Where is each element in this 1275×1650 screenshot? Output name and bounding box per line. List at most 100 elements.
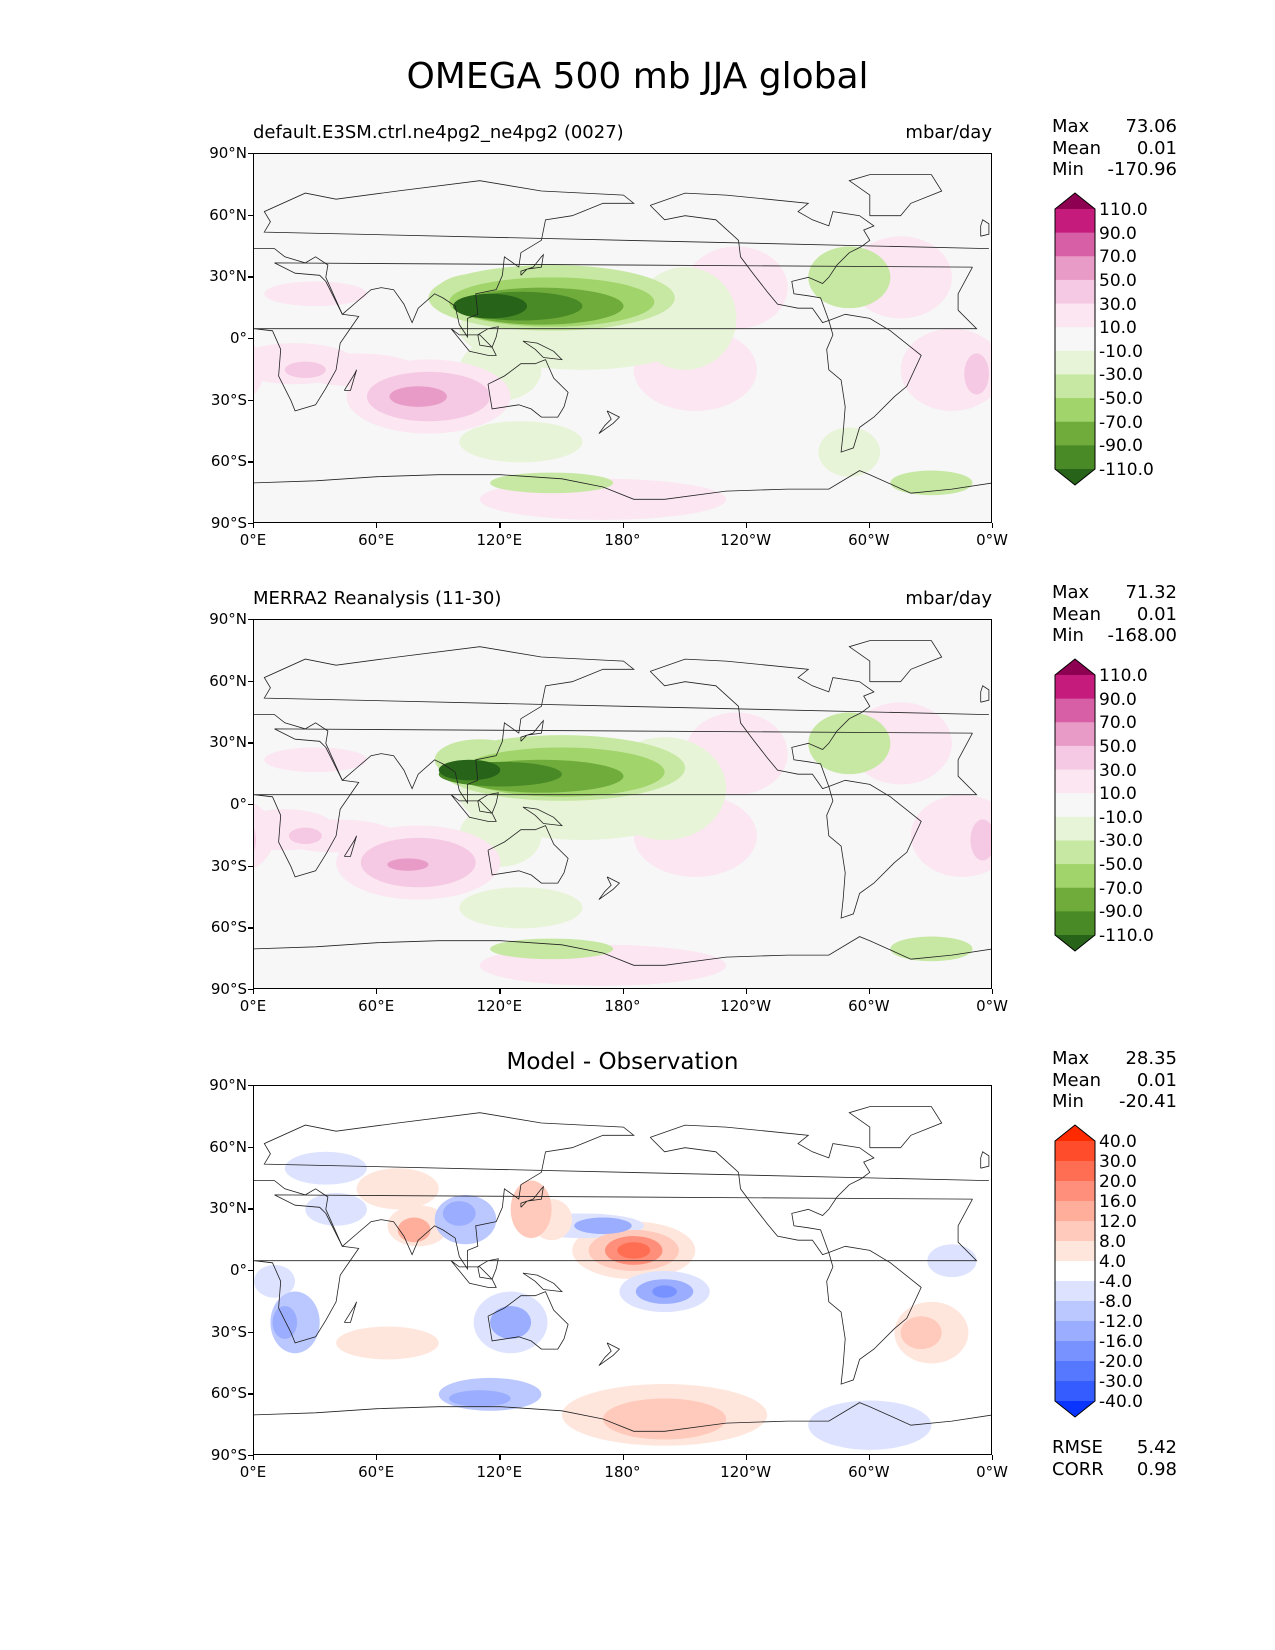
field-contour	[572, 1086, 737, 1128]
lat-tick-label: 30°S	[210, 1322, 247, 1341]
colorbar-extend-max	[1055, 1125, 1095, 1141]
lon-tick-label: 120°E	[476, 1463, 523, 1481]
colorbar-tick-label: -50.0	[1099, 389, 1143, 410]
coastline	[980, 1151, 990, 1169]
lat-tick-mark	[248, 1208, 253, 1210]
lon-tick-label: 60°E	[358, 1463, 395, 1481]
lon-tick-mark	[499, 523, 501, 528]
lat-tick-label: 30°S	[210, 390, 247, 409]
stat-key: Min	[1052, 1091, 1084, 1112]
field-contour	[442, 1201, 476, 1226]
coastline	[826, 313, 922, 453]
colorbar-tick-label: 16.0	[1099, 1192, 1137, 1212]
colorbar-tick-label: -8.0	[1099, 1292, 1133, 1312]
colorbar-band	[1055, 1381, 1095, 1402]
stat-value: 5.42	[1136, 1437, 1177, 1458]
colorbar-band	[1055, 1201, 1095, 1222]
map-canvas	[254, 1086, 991, 1454]
colorbar-tick-label: 70.0	[1099, 713, 1137, 734]
field-contour	[264, 281, 367, 307]
stat-key: Mean	[1052, 1069, 1102, 1091]
coastline	[598, 1342, 621, 1366]
coastline	[254, 936, 991, 966]
lon-tick-mark	[745, 523, 747, 528]
coastline	[477, 792, 499, 814]
colorbar-extend-max	[1055, 193, 1095, 209]
coastline	[477, 326, 499, 348]
coastline	[343, 835, 357, 857]
lat-tick-mark	[248, 927, 253, 929]
coastline	[254, 646, 989, 805]
coastline	[848, 174, 943, 217]
coastline	[520, 253, 545, 276]
stat-row: Mean 0.01	[1052, 604, 1177, 626]
colorbar-band	[1055, 1241, 1095, 1262]
lon-tick-label: 0°W	[976, 997, 1008, 1015]
lon-tick-label: 60°W	[848, 1463, 890, 1481]
colorbar-extend-min	[1055, 935, 1095, 951]
lon-tick-label: 60°W	[848, 997, 890, 1015]
colorbar	[1054, 1124, 1096, 1418]
colorbar-tick-label: 30.0	[1099, 294, 1137, 315]
panel-units-label: mbar/day	[905, 588, 992, 609]
lon-tick-label: 180°	[604, 531, 641, 549]
field-contour	[910, 794, 991, 877]
lon-tick-label: 60°W	[848, 531, 890, 549]
lat-tick-mark	[248, 865, 253, 867]
lon-tick-mark	[622, 1455, 624, 1460]
colorbar-band	[1055, 1341, 1095, 1362]
colorbar-band	[1055, 374, 1095, 399]
field-contour	[617, 1242, 651, 1259]
error-stats-block: RMSE 5.42 CORR 0.98	[1052, 1437, 1177, 1480]
colorbar-tick-label: 90.0	[1099, 689, 1137, 710]
field-contour	[970, 819, 991, 861]
stat-key: Max	[1052, 116, 1090, 137]
lat-tick-mark	[248, 989, 253, 991]
lon-tick-label: 120°W	[720, 997, 772, 1015]
panel-center-title: Model - Observation	[506, 1049, 739, 1075]
field-contour	[964, 353, 989, 395]
lon-tick-mark	[253, 1455, 255, 1460]
colorbar-tick-label: 50.0	[1099, 270, 1137, 291]
stat-row: CORR 0.98	[1052, 1459, 1177, 1481]
coastline	[343, 369, 357, 391]
lon-tick-mark	[253, 989, 255, 994]
colorbar-tick-label: 90.0	[1099, 223, 1137, 244]
lat-tick-label: 0°	[229, 1261, 247, 1279]
lat-tick-label: 60°S	[210, 452, 247, 471]
lon-tick-label: 60°E	[358, 531, 395, 549]
lat-tick-label: 90°N	[209, 610, 247, 628]
field-contour	[254, 828, 257, 852]
lat-tick-label: 60°S	[210, 1384, 247, 1403]
lon-tick-mark	[868, 989, 871, 994]
field-contour	[305, 1192, 367, 1226]
lon-tick-mark	[499, 989, 501, 994]
lat-tick-mark	[248, 1146, 253, 1148]
colorbar-tick-label: -20.0	[1099, 1352, 1143, 1372]
colorbar-band	[1055, 1321, 1095, 1342]
lon-tick-label: 0°E	[239, 997, 267, 1015]
field-contour	[272, 1305, 298, 1339]
map-panel-obs	[253, 619, 992, 989]
lon-tick-label: 120°W	[720, 531, 772, 549]
lon-tick-label: 120°W	[720, 1463, 772, 1481]
field-contour	[453, 293, 528, 319]
colorbar-band	[1055, 769, 1095, 794]
lat-tick-label: 30°N	[209, 733, 247, 752]
coastline	[598, 410, 621, 434]
colorbar-tick-label: 4.0	[1099, 1252, 1127, 1272]
colorbar-tick-label: 10.0	[1099, 784, 1137, 805]
stat-value: -168.00	[1107, 625, 1177, 646]
field-contour	[459, 421, 583, 463]
field-contour	[808, 1400, 932, 1450]
colorbar-band	[1055, 398, 1095, 423]
field-contour	[900, 328, 991, 411]
colorbar-tick-label: -110.0	[1099, 926, 1154, 946]
field-contour	[389, 386, 447, 407]
field-contour	[490, 472, 614, 494]
lon-tick-mark	[868, 1455, 871, 1460]
lat-tick-label: 90°N	[209, 144, 247, 162]
field-contour	[284, 1151, 367, 1185]
colorbar-tick-label: -10.0	[1099, 807, 1143, 828]
colorbar-band	[1055, 1261, 1095, 1282]
